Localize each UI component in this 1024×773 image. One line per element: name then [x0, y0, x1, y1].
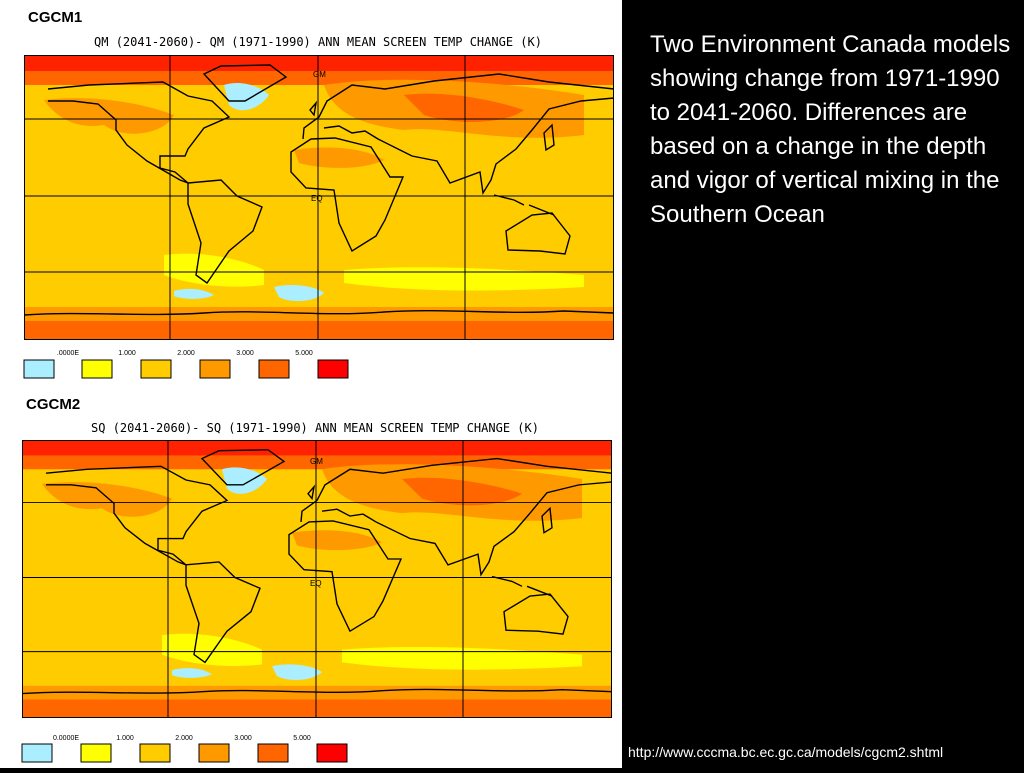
- legend-label: 3.000: [234, 735, 252, 742]
- figure-panel: CGCM1 QM (2041-2060)- QM (1971-1990) ANN…: [0, 0, 622, 768]
- legend-swatch: [199, 359, 231, 379]
- legend-swatch: [139, 743, 171, 763]
- legend-swatch: [317, 359, 349, 379]
- legend-swatch: [140, 359, 172, 379]
- legend-swatch: [81, 359, 113, 379]
- map-title: QM (2041-2060)- QM (1971-1990) ANN MEAN …: [94, 35, 542, 49]
- panel-label: CGCM2: [26, 396, 80, 413]
- map-title: SQ (2041-2060)- SQ (1971-1990) ANN MEAN …: [91, 421, 539, 435]
- description: Two Environment Canada models showing ch…: [650, 31, 1011, 228]
- figure: CGCM1 QM (2041-2060)- QM (1971-1990) ANN…: [21, 9, 614, 763]
- legend-swatch: [198, 743, 230, 763]
- legend-label: 2.000: [175, 735, 193, 742]
- map-label: GM: [313, 70, 326, 79]
- legend-swatch: [80, 743, 112, 763]
- legend-label: 1.000: [116, 735, 134, 742]
- legend-label: 5.000: [293, 735, 311, 742]
- panel-label: CGCM1: [28, 9, 82, 26]
- map-label: EQ: [310, 579, 322, 588]
- map-label: GM: [310, 457, 323, 466]
- legend-swatch: [316, 743, 348, 763]
- legend-swatch: [21, 743, 53, 763]
- legend: .0000E 1.000 2.000 3.000 5.000: [23, 350, 349, 379]
- map-label: EQ: [311, 194, 323, 203]
- legend-label: 0.0000E: [53, 735, 79, 742]
- legend: 0.0000E 1.000 2.000 3.000 5.000: [21, 735, 348, 763]
- legend-label: .0000E: [57, 350, 80, 357]
- legend-label: 2.000: [177, 350, 195, 357]
- legend-swatch: [23, 359, 55, 379]
- source-url: http://www.cccma.bc.ec.gc.ca/models/cgcm…: [628, 744, 944, 760]
- legend-swatch: [257, 743, 289, 763]
- legend-label: 1.000: [118, 350, 136, 357]
- legend-label: 5.000: [295, 350, 313, 357]
- legend-swatch: [258, 359, 290, 379]
- legend-label: 3.000: [236, 350, 254, 357]
